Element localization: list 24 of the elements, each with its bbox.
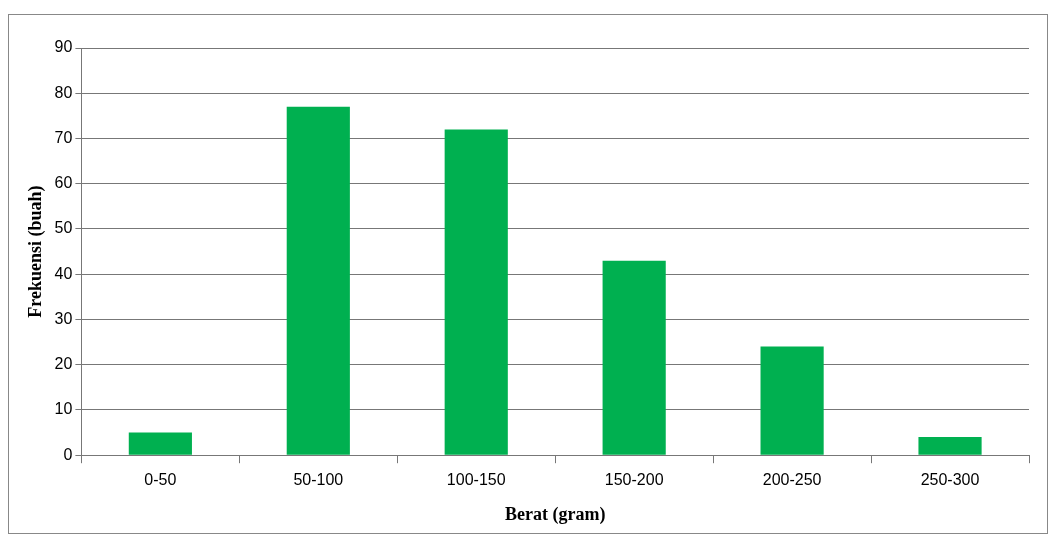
- y-tick-label: 40: [54, 264, 73, 282]
- bar: [128, 432, 192, 455]
- y-tick-label: 60: [54, 174, 73, 192]
- bar: [444, 129, 508, 455]
- y-tick-label: 50: [54, 219, 73, 237]
- y-tick-label: 10: [54, 400, 73, 418]
- x-tick-label: 200-250: [762, 471, 822, 489]
- bar: [286, 106, 350, 455]
- bar: [918, 437, 982, 455]
- x-tick-label: 100-150: [446, 471, 506, 489]
- x-tick-label: 250-300: [920, 471, 980, 489]
- y-tick-label: 70: [54, 128, 73, 146]
- y-tick-label: 20: [54, 355, 73, 373]
- y-tick-label: 30: [54, 309, 73, 327]
- y-tick-label: 90: [54, 38, 73, 56]
- x-tick-label: 0-50: [144, 471, 177, 489]
- x-axis-title: Berat (gram): [504, 503, 606, 525]
- y-tick-label: 0: [63, 445, 73, 463]
- y-tick-label: 80: [54, 83, 73, 101]
- x-tick-label: 150-200: [604, 471, 664, 489]
- bar: [602, 260, 666, 455]
- y-axis-title: Frekuensi (buah): [25, 185, 47, 318]
- x-tick-label: 50-100: [293, 471, 344, 489]
- bar: [760, 346, 824, 455]
